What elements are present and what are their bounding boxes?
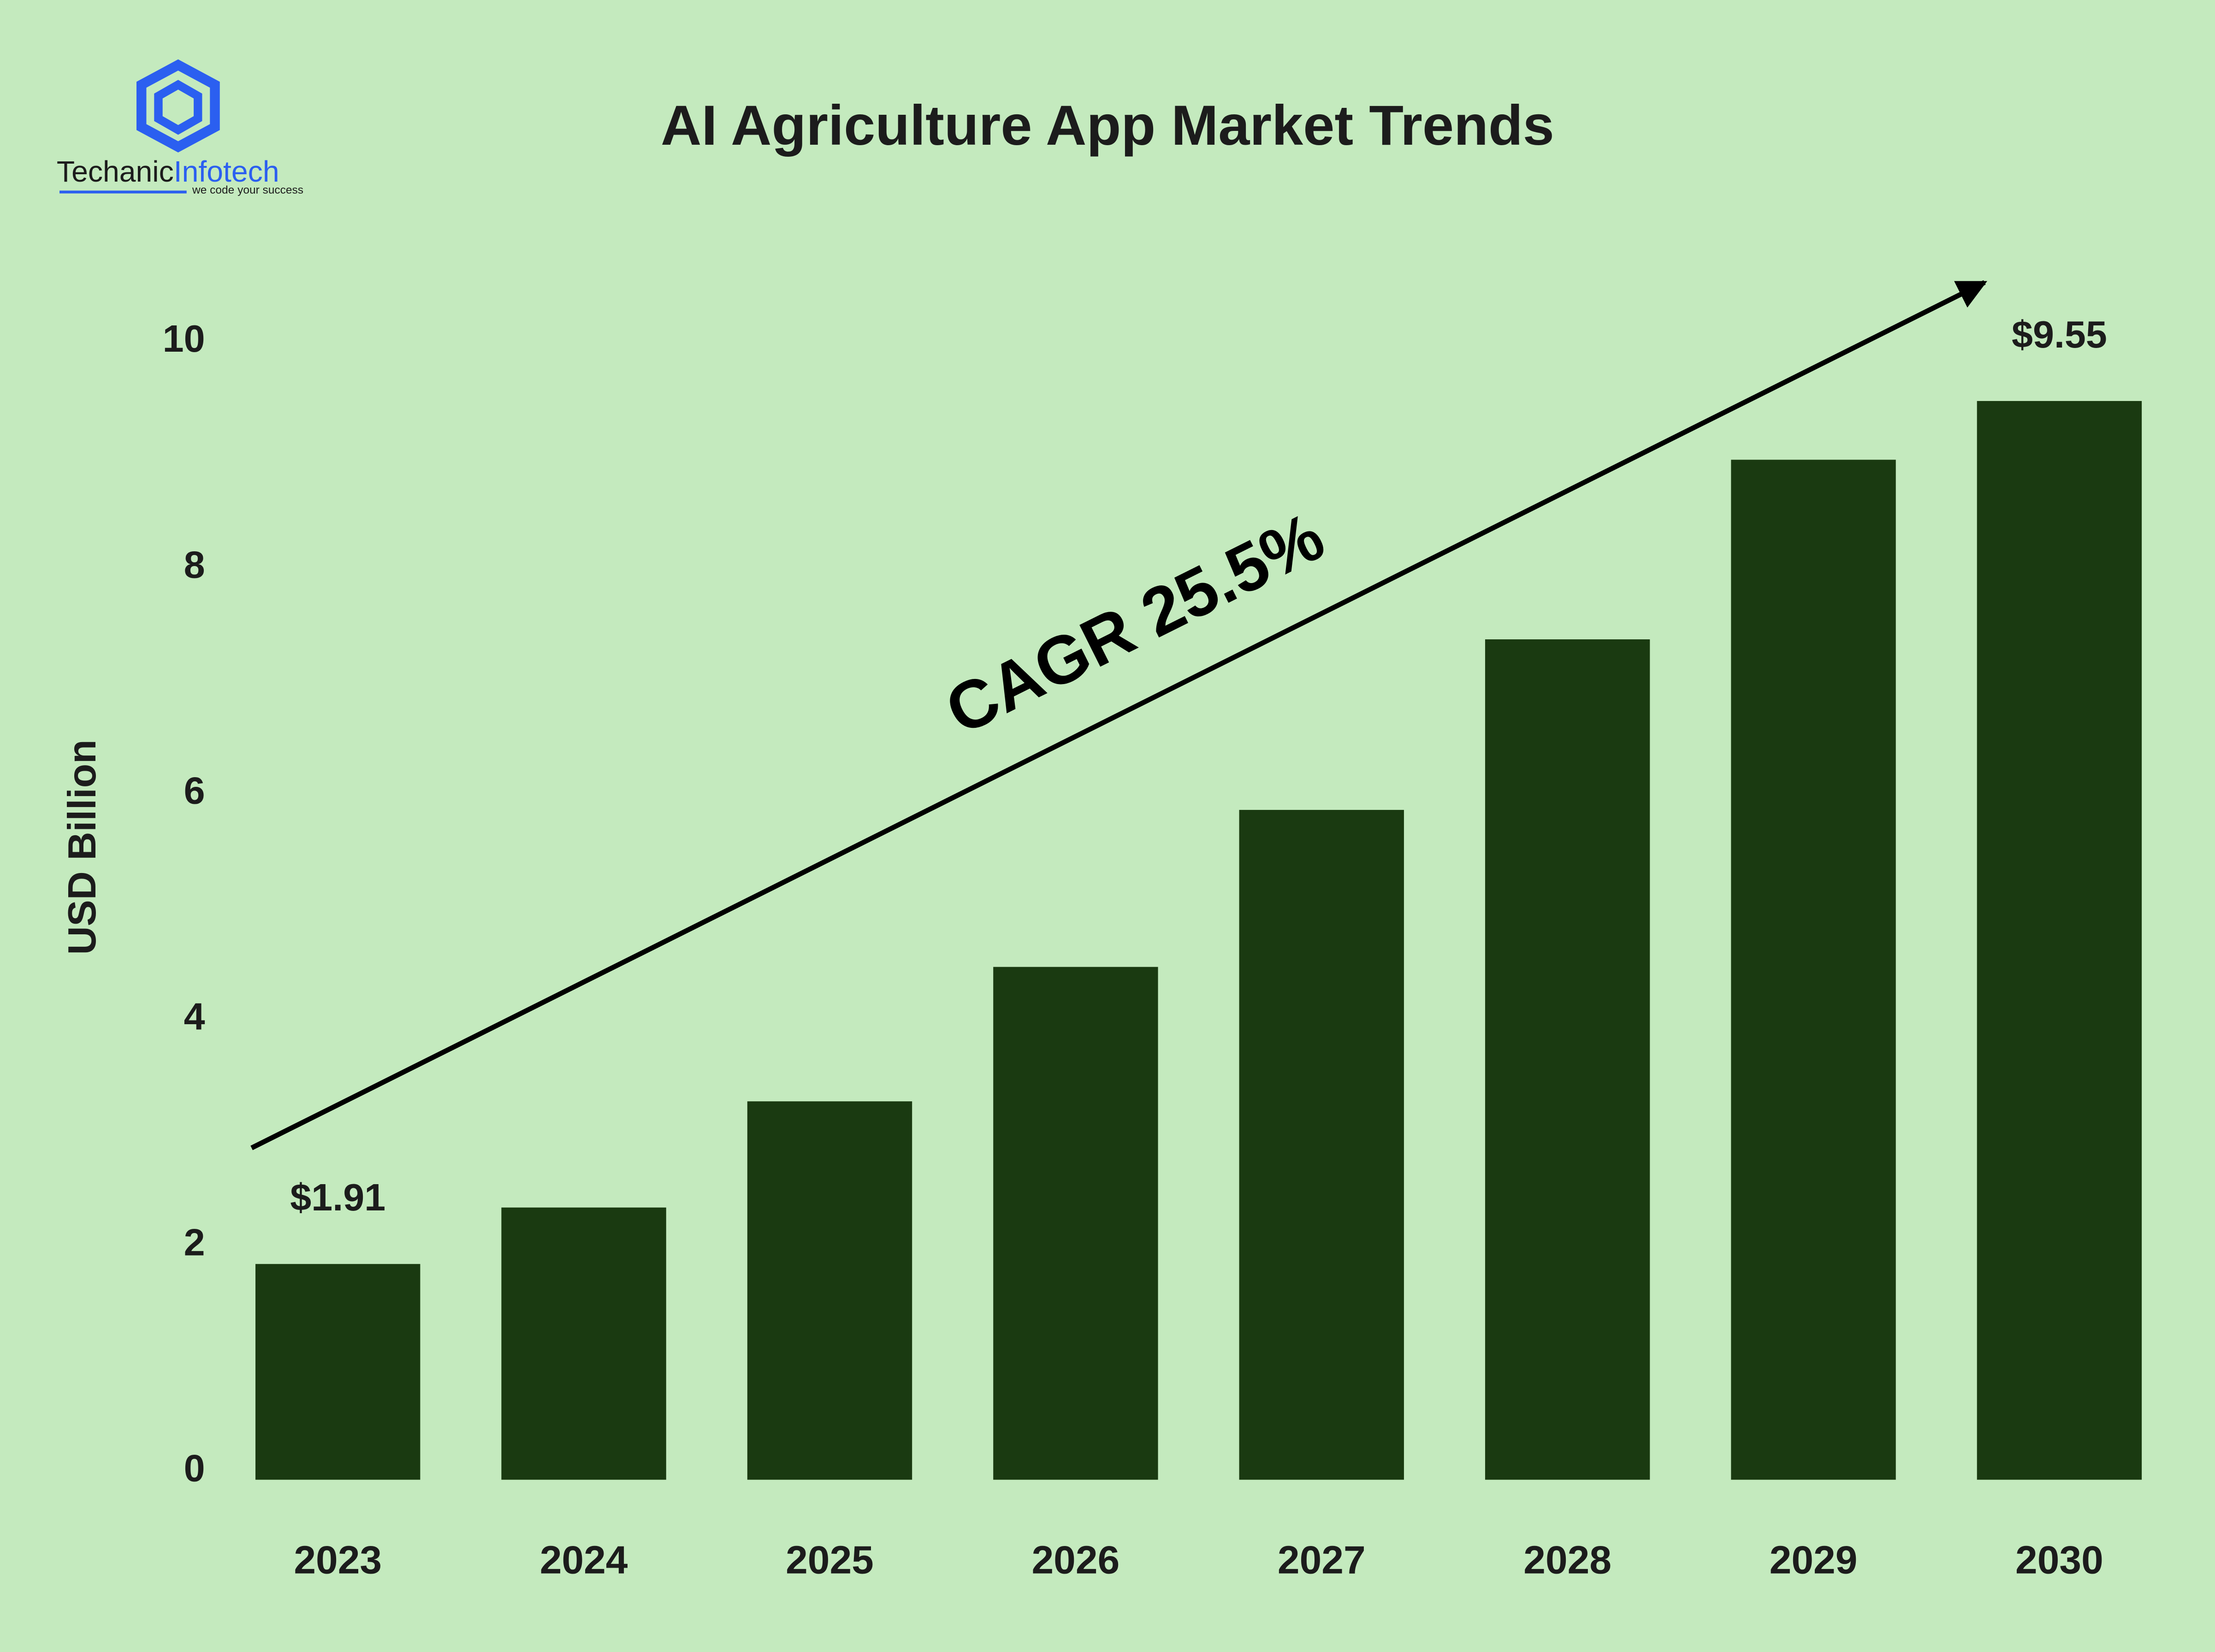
x-tick-label: 2024 bbox=[540, 1538, 628, 1582]
x-tick-label: 2026 bbox=[1031, 1538, 1119, 1582]
logo-tagline: we code your success bbox=[192, 184, 303, 196]
logo: TechanicInfotech we code your success bbox=[57, 59, 303, 196]
bar bbox=[1731, 460, 1896, 1480]
logo-icon bbox=[136, 59, 220, 153]
x-tick-label: 2027 bbox=[1278, 1538, 1366, 1582]
bar bbox=[747, 1101, 912, 1480]
x-tick-label: 2030 bbox=[2015, 1538, 2103, 1582]
y-axis-label: USD Billion bbox=[60, 739, 104, 955]
bar bbox=[255, 1264, 420, 1480]
y-tick-label: 10 bbox=[163, 317, 205, 360]
value-label: $1.91 bbox=[290, 1176, 385, 1219]
y-tick-label: 4 bbox=[184, 995, 205, 1038]
logo-name: TechanicInfotech bbox=[57, 155, 279, 188]
y-tick-label: 8 bbox=[184, 543, 205, 586]
bar bbox=[1485, 639, 1650, 1480]
x-tick-label: 2028 bbox=[1523, 1538, 1611, 1582]
logo-icon-inner bbox=[154, 80, 202, 135]
value-label: $9.55 bbox=[2012, 313, 2107, 356]
y-tick-label: 6 bbox=[184, 769, 205, 812]
bar bbox=[501, 1207, 666, 1480]
chart-title: AI Agriculture App Market Trends bbox=[661, 94, 1554, 157]
trend-arrow bbox=[250, 280, 1988, 1150]
bar bbox=[1977, 401, 2142, 1480]
logo-name-part: Techanic bbox=[57, 155, 174, 188]
y-tick-label: 2 bbox=[184, 1221, 205, 1264]
bar bbox=[1239, 810, 1404, 1480]
x-tick-label: 2025 bbox=[786, 1538, 874, 1582]
logo-name-part: Infotech bbox=[174, 155, 279, 188]
x-tick-label: 2023 bbox=[294, 1538, 382, 1582]
bar bbox=[993, 967, 1158, 1480]
y-tick-label: 0 bbox=[184, 1447, 205, 1490]
x-tick-label: 2029 bbox=[1770, 1538, 1858, 1582]
